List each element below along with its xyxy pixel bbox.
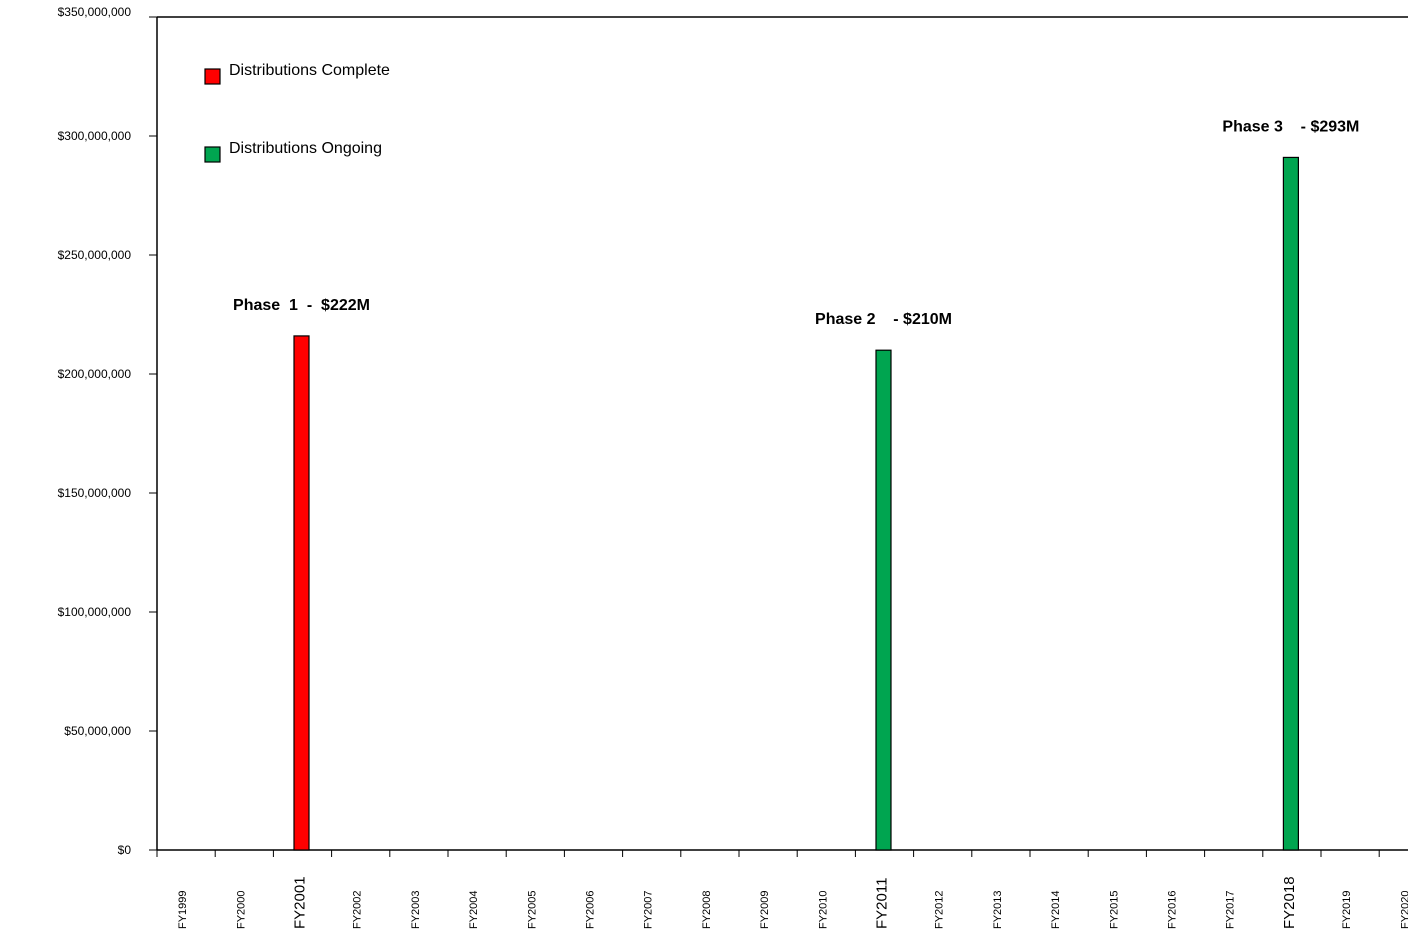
y-tick-label: $0 xyxy=(118,843,132,857)
bars xyxy=(293,156,1300,851)
bar-annotation: Phase 2 - $210M xyxy=(815,311,952,328)
x-tick-label: FY2003 xyxy=(410,890,422,929)
x-tick-label: FY2015 xyxy=(1108,890,1120,929)
bar-annotation: Phase 3 - $293M xyxy=(1222,118,1359,135)
annotations: Phase 1 - $222M Phase 2 - $210M Phase 3 - … xyxy=(233,118,1359,328)
x-tick-label: FY2004 xyxy=(468,890,480,929)
y-tick-label: $200,000,000 xyxy=(58,367,132,381)
y-tick-label: $250,000,000 xyxy=(58,248,132,262)
y-tick-label: $50,000,000 xyxy=(64,724,131,738)
y-tick-label: $300,000,000 xyxy=(58,129,132,143)
x-axis: FY1999 FY2000 FY2001 FY2002 FY2003 FY2004 FY20… xyxy=(156,849,1408,929)
x-tick-label: FY2008 xyxy=(701,890,713,929)
x-tick-label: FY2005 xyxy=(526,890,538,929)
x-tick-label: FY2010 xyxy=(817,890,829,929)
legend-swatch xyxy=(204,146,221,163)
x-tick-label: FY2007 xyxy=(643,890,655,929)
bar xyxy=(293,335,310,851)
bar xyxy=(875,349,892,851)
legend: Distributions Complete Distributions Ongo… xyxy=(204,62,390,163)
x-tick-label: FY2002 xyxy=(352,890,364,929)
x-tick-label: FY2017 xyxy=(1225,890,1237,929)
x-tick-label: FY2009 xyxy=(759,890,771,929)
x-tick-label: FY2018 xyxy=(1281,876,1298,929)
bar xyxy=(1282,156,1300,851)
x-tick-label: FY2000 xyxy=(235,890,247,929)
x-tick-label: FY2006 xyxy=(585,890,597,929)
x-tick-label: FY2011 xyxy=(874,878,891,929)
bar-annotation: Phase 1 - $222M xyxy=(233,297,370,314)
x-tick-label: FY2019 xyxy=(1341,890,1353,929)
legend-label: Distributions Complete xyxy=(229,62,390,79)
y-tick-label: $350,000,000 xyxy=(58,5,132,19)
x-tick-label: FY2016 xyxy=(1167,890,1179,929)
x-tick-label: FY2013 xyxy=(992,890,1004,929)
y-axis: $0 $50,000,000 $100,000,000 $150,000,000 $20… xyxy=(58,5,1408,857)
legend-label: Distributions Ongoing xyxy=(229,140,382,157)
legend-swatch xyxy=(204,68,221,85)
x-tick-label: FY2014 xyxy=(1050,890,1062,929)
y-tick-label: $150,000,000 xyxy=(58,486,132,500)
x-tick-label: FY1999 xyxy=(177,890,189,929)
y-tick-label: $100,000,000 xyxy=(58,605,132,619)
x-tick-label: FY2020 xyxy=(1399,890,1408,929)
x-tick-label: FY2001 xyxy=(292,876,309,929)
x-tick-label: FY2012 xyxy=(934,890,946,929)
